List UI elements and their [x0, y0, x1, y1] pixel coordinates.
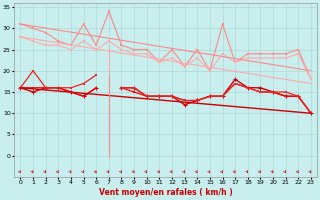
- X-axis label: Vent moyen/en rafales ( km/h ): Vent moyen/en rafales ( km/h ): [99, 188, 233, 197]
